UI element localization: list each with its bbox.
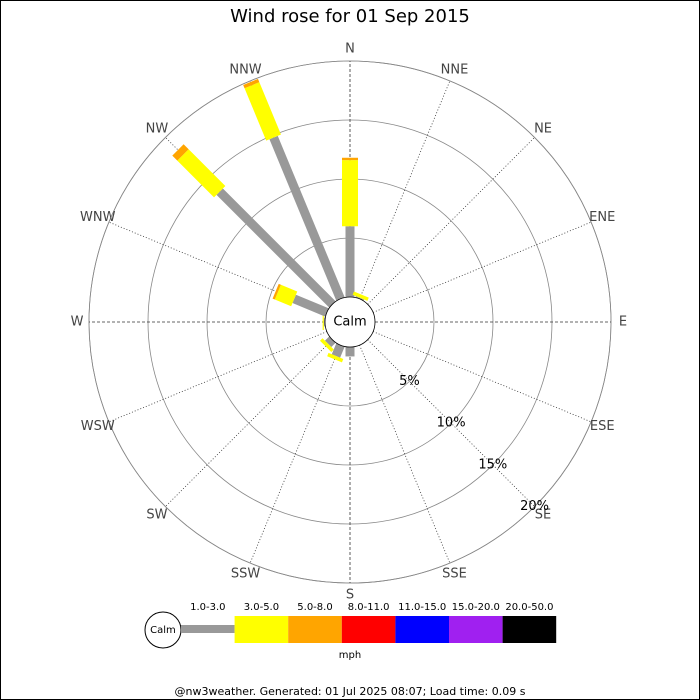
direction-label: S xyxy=(346,588,354,603)
legend-swatch xyxy=(288,616,342,643)
footer: @nw3weather. Generated: 01 Jul 2025 08:0… xyxy=(175,685,526,698)
legend-swatch xyxy=(341,616,396,643)
direction-label: NNW xyxy=(229,62,261,77)
units: mph xyxy=(339,650,361,661)
direction-label: WSW xyxy=(81,419,115,434)
spoke xyxy=(367,339,535,507)
spoke xyxy=(359,344,451,564)
legend-label: 5.0-8.0 xyxy=(297,602,332,613)
r-tick-label: 5% xyxy=(399,374,420,389)
direction-label: SW xyxy=(146,508,167,523)
direction-label: WNW xyxy=(80,210,116,225)
direction-label: SSW xyxy=(231,567,261,582)
r-tick-label: 20% xyxy=(520,499,549,514)
spoke xyxy=(367,137,535,305)
r-tick-label: 15% xyxy=(478,457,507,472)
bar xyxy=(216,188,336,308)
direction-label: SE xyxy=(535,508,551,523)
direction-label: E xyxy=(619,315,627,330)
bar xyxy=(331,343,345,358)
legend-swatch xyxy=(395,616,449,643)
legend-label: 8.0-11.0 xyxy=(348,602,390,613)
bar xyxy=(272,283,281,300)
spoke xyxy=(249,344,341,564)
spoke xyxy=(372,331,592,423)
chart-title: Wind rose for 01 Sep 2015 xyxy=(230,6,470,27)
legend-swatch xyxy=(234,616,289,643)
legend-label: 3.0-5.0 xyxy=(244,602,279,613)
spoke xyxy=(165,339,333,507)
bar xyxy=(352,291,369,301)
spoke xyxy=(359,80,451,300)
calm-label: Calm xyxy=(333,315,366,330)
bar xyxy=(327,352,344,363)
bar xyxy=(324,336,336,348)
direction-label: NW xyxy=(146,121,169,136)
spoke xyxy=(108,331,328,423)
legend-label: 11.0-15.0 xyxy=(398,602,446,613)
bar xyxy=(243,78,260,89)
bar xyxy=(292,294,329,317)
direction-label: W xyxy=(71,315,84,330)
legend-swatch xyxy=(502,616,557,643)
legend-label: 1.0-3.0 xyxy=(190,602,225,613)
direction-label: SSE xyxy=(442,567,467,582)
bar xyxy=(244,82,281,141)
direction-label: ESE xyxy=(590,419,615,434)
bar xyxy=(274,284,298,307)
legend-calm-label: Calm xyxy=(150,625,176,636)
bar xyxy=(269,135,345,301)
legend-swatch xyxy=(449,616,503,643)
legend-label: 15.0-20.0 xyxy=(452,602,500,613)
direction-label: NE xyxy=(534,121,552,136)
direction-label: ENE xyxy=(589,210,615,225)
bar xyxy=(319,338,334,353)
r-tick-label: 10% xyxy=(437,416,466,431)
legend-label: 20.0-50.0 xyxy=(505,602,553,613)
direction-label: N xyxy=(345,42,355,57)
calm-circle xyxy=(324,296,376,348)
bar xyxy=(177,149,226,198)
direction-label: NNE xyxy=(441,62,469,77)
bar xyxy=(172,144,189,161)
spoke xyxy=(372,221,592,313)
